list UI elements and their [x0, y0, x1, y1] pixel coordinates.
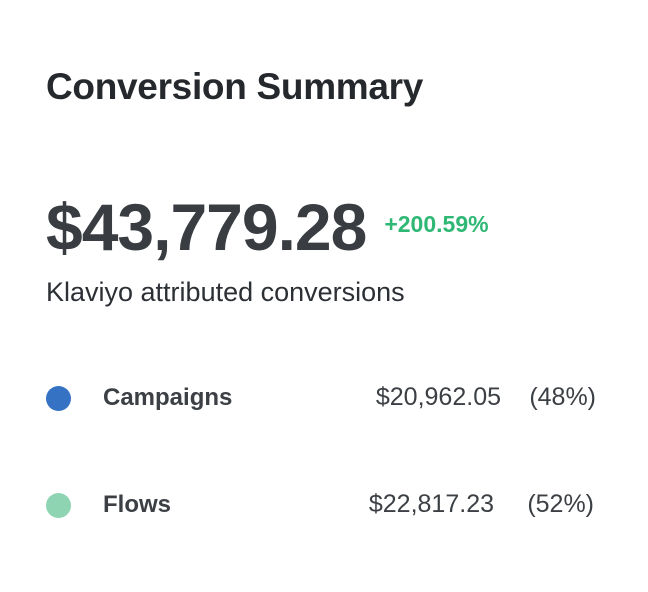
- campaigns-amount: $20,962.05: [375, 383, 501, 411]
- flows-label: Flows: [103, 491, 172, 518]
- breakdown-row-flows: Flows $22,817.23 (52%): [46, 485, 606, 525]
- total-conversions-value: $43,779.28: [46, 190, 367, 264]
- card-title: Conversion Summary: [46, 66, 424, 107]
- total-description: Klaviyo attributed conversions: [46, 277, 405, 307]
- campaigns-label: Campaigns: [103, 384, 233, 411]
- change-percentage: +200.59%: [384, 210, 489, 237]
- total-row: $43,779.28 +200.59%: [46, 188, 489, 266]
- breakdown-row-campaigns: Campaigns $20,962.05 (48%): [46, 378, 606, 418]
- flows-amount: $22,817.23: [368, 490, 494, 518]
- flows-percent: (52%): [527, 490, 594, 518]
- flows-legend-dot: [46, 493, 71, 518]
- campaigns-legend-dot: [46, 386, 71, 411]
- campaigns-percent: (48%): [529, 383, 596, 411]
